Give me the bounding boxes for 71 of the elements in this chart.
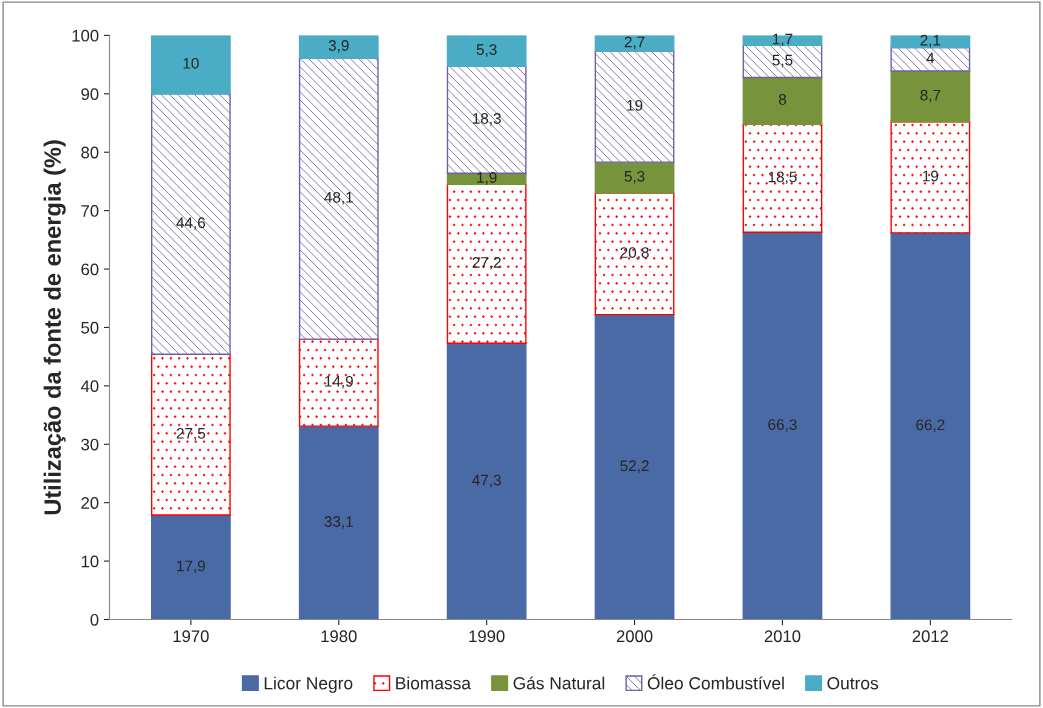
x-tick-label: 2012 xyxy=(912,630,949,643)
legend-label: Biomassa xyxy=(396,676,471,690)
data-label: 2,1 xyxy=(920,34,941,48)
legend-label: Licor Negro xyxy=(264,676,353,693)
x-tick-label: 1980 xyxy=(321,630,357,643)
y-tick-label: 50 xyxy=(81,321,99,334)
bar xyxy=(446,183,527,344)
data-label: 33,1 xyxy=(324,516,353,529)
bar xyxy=(298,338,379,427)
y-tick-label: 100 xyxy=(72,29,99,42)
data-label: 8,7 xyxy=(920,89,941,103)
legend-label: Óleo Combustível xyxy=(647,674,784,690)
bar xyxy=(890,46,971,72)
data-label: 5,3 xyxy=(624,170,645,184)
legend-label: Outros xyxy=(827,677,879,690)
data-label: 27,2 xyxy=(472,257,501,270)
bar xyxy=(150,514,231,620)
bar xyxy=(298,35,379,59)
bar xyxy=(742,231,823,620)
bar xyxy=(742,35,823,47)
y-tick-label: 40 xyxy=(80,380,99,393)
data-label: 20,8 xyxy=(620,247,649,260)
y-axis-title: Utilização da fonte de energia (%) xyxy=(43,140,66,515)
y-tick-label: 90 xyxy=(81,88,99,101)
bar xyxy=(594,35,675,52)
bar xyxy=(446,342,527,620)
data-label: 1,9 xyxy=(477,172,497,185)
bar xyxy=(890,232,971,620)
bar xyxy=(890,121,971,234)
bar xyxy=(742,76,823,125)
data-label: 47,3 xyxy=(472,474,501,488)
bar xyxy=(446,65,527,174)
bar xyxy=(594,161,675,194)
bar xyxy=(890,70,971,123)
bar xyxy=(594,50,675,163)
data-label: 52,2 xyxy=(620,460,649,473)
data-label: 2,7 xyxy=(624,36,645,50)
legend-label: Gás Natural xyxy=(513,676,605,690)
data-label: 4 xyxy=(926,52,935,64)
x-tick-label: 2010 xyxy=(764,630,801,643)
y-tick-label: 20 xyxy=(81,497,99,509)
data-label: 17,9 xyxy=(177,560,206,574)
data-label: 19 xyxy=(923,170,939,182)
y-tick-label: 60 xyxy=(81,263,99,276)
bar xyxy=(150,35,231,95)
data-label: 8 xyxy=(778,94,787,105)
data-label: 3,9 xyxy=(328,40,349,53)
x-tick-label: 1970 xyxy=(173,630,209,643)
bar xyxy=(298,57,379,340)
y-tick-label: 70 xyxy=(81,205,99,217)
data-label: 27,5 xyxy=(176,427,206,441)
y-tick-label: 80 xyxy=(81,146,99,159)
bar xyxy=(742,123,823,233)
bar xyxy=(594,313,675,620)
bar xyxy=(594,192,675,316)
data-label: 10 xyxy=(183,57,199,69)
bar xyxy=(150,93,231,356)
y-tick-label: 10 xyxy=(81,555,99,568)
bar xyxy=(150,353,231,516)
y-tick-label: 30 xyxy=(81,438,99,451)
y-tick-label: 0 xyxy=(90,613,99,626)
data-label: 18,5 xyxy=(768,171,797,185)
data-label: 66,3 xyxy=(768,419,797,432)
data-label: 14,9 xyxy=(325,375,353,389)
bar xyxy=(298,425,379,620)
data-label: 5,3 xyxy=(476,44,497,57)
bar xyxy=(446,35,527,68)
x-tick-label: 2000 xyxy=(616,630,653,643)
data-label: 1,7 xyxy=(773,33,793,47)
x-tick-label: 1990 xyxy=(469,630,505,643)
data-label: 66,2 xyxy=(916,419,945,433)
